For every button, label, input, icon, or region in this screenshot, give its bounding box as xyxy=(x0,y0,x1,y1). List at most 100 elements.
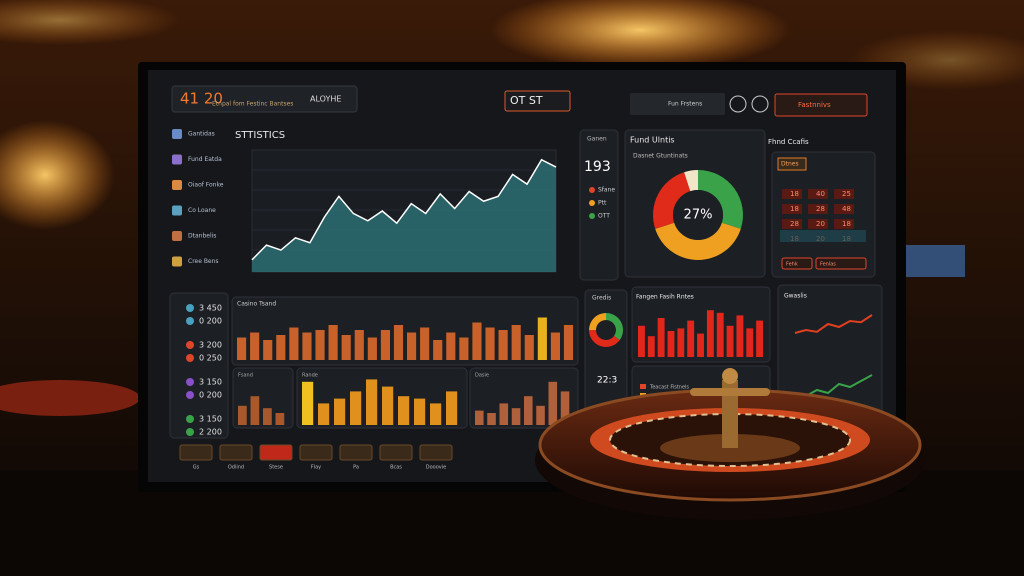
toolbar-button[interactable] xyxy=(299,444,333,461)
logo: 41 20 xyxy=(180,90,223,108)
bar xyxy=(263,408,272,425)
coin-icon xyxy=(186,304,194,312)
donut-segment xyxy=(589,313,606,330)
bar xyxy=(237,337,247,360)
tagline: Etnpal fom Festinc Bantses xyxy=(212,101,293,108)
toolbar-label: Gs xyxy=(193,465,200,471)
dot xyxy=(589,200,595,206)
line xyxy=(251,158,557,261)
icon-button[interactable] xyxy=(751,95,769,113)
bar xyxy=(499,403,509,425)
icon-button[interactable] xyxy=(729,95,747,113)
bar xyxy=(414,398,426,425)
cell-value: 28 xyxy=(790,220,799,228)
balance: 0 250 xyxy=(199,354,222,363)
panel-title: Fund Ulntis xyxy=(630,136,675,145)
panel xyxy=(771,151,876,278)
bar xyxy=(647,336,655,357)
bar xyxy=(687,320,695,357)
toolbar-button[interactable] xyxy=(339,444,373,461)
bar xyxy=(498,330,508,360)
panel-title: Gwaslis xyxy=(784,293,807,300)
odds-button[interactable] xyxy=(781,257,813,270)
bar xyxy=(263,340,273,360)
panel xyxy=(169,292,229,439)
toolbar-button[interactable] xyxy=(259,444,293,461)
bar xyxy=(560,391,570,425)
bar xyxy=(354,330,364,360)
bar xyxy=(393,325,404,360)
bar xyxy=(430,403,442,425)
toolbar-button[interactable] xyxy=(219,444,253,461)
cell-value: 20 xyxy=(816,220,825,228)
donut-center: 27% xyxy=(684,208,713,223)
counter-row: Sfane xyxy=(598,187,615,194)
balance: 3 200 xyxy=(199,341,222,350)
sidebar-icon[interactable] xyxy=(172,205,182,216)
coin-icon xyxy=(186,378,194,386)
balance: 2 200 xyxy=(199,428,222,437)
cell xyxy=(782,189,802,199)
bar xyxy=(524,335,534,360)
sidebar-item: Co Loane xyxy=(188,207,216,214)
bar xyxy=(420,327,430,360)
counter-title: Ganen xyxy=(587,136,607,143)
bar xyxy=(275,413,285,425)
legend-label: Teacast Fistnels xyxy=(649,385,689,391)
button-label: Fehk xyxy=(786,262,798,268)
cell xyxy=(782,204,802,214)
bar xyxy=(697,333,704,357)
donut-segment xyxy=(698,170,743,229)
roulette-left xyxy=(0,380,140,416)
action-label: Fastnnivs xyxy=(798,101,831,109)
cell xyxy=(834,204,854,214)
sidebar-icon[interactable] xyxy=(172,129,182,139)
bar xyxy=(446,332,456,360)
donut-segment xyxy=(606,313,623,340)
bar xyxy=(536,405,545,425)
table-header-label: Dtnes xyxy=(781,161,799,168)
bar xyxy=(511,325,521,360)
dot xyxy=(589,213,595,219)
panel-title: Casino Tsand xyxy=(237,301,276,308)
panel-title: Rande xyxy=(302,373,318,379)
ticker-box[interactable] xyxy=(504,90,571,112)
area xyxy=(252,159,556,272)
bar xyxy=(446,391,458,425)
bar xyxy=(487,413,496,425)
coin-icon xyxy=(186,391,194,399)
cell-value: 25 xyxy=(842,190,851,198)
trend-line xyxy=(794,314,873,334)
toolbar-label: Dooovie xyxy=(426,465,446,471)
sidebar-item: Fund Eatda xyxy=(188,156,222,163)
cell-value: 48 xyxy=(842,205,851,213)
bar xyxy=(350,391,362,425)
odds-button[interactable] xyxy=(815,257,867,270)
balance: 3 450 xyxy=(199,304,222,313)
panel-subtitle: Dasnet Gtuntinats xyxy=(633,153,688,160)
sidebar-icon[interactable] xyxy=(172,180,182,190)
sidebar-icon[interactable] xyxy=(172,154,182,165)
toolbar-button[interactable] xyxy=(419,444,453,461)
cell xyxy=(782,219,802,229)
toolbar-button[interactable] xyxy=(179,444,213,461)
table-header xyxy=(777,157,807,171)
menu-button[interactable] xyxy=(630,93,725,115)
chandelier-glow xyxy=(0,120,115,230)
row-highlight xyxy=(780,230,866,242)
sidebar-icon[interactable] xyxy=(172,256,182,267)
bar xyxy=(276,335,286,360)
bar xyxy=(638,325,645,357)
coin-icon xyxy=(186,354,194,362)
toolbar-button[interactable] xyxy=(379,444,413,461)
bar xyxy=(250,396,260,425)
sidebar-icon[interactable] xyxy=(172,231,182,241)
action-button[interactable] xyxy=(774,93,868,117)
toolbar-label: Odiind xyxy=(228,465,244,471)
cell-value: 18 xyxy=(790,190,799,198)
bar xyxy=(485,327,495,360)
bar xyxy=(289,327,299,360)
bar xyxy=(756,320,764,357)
